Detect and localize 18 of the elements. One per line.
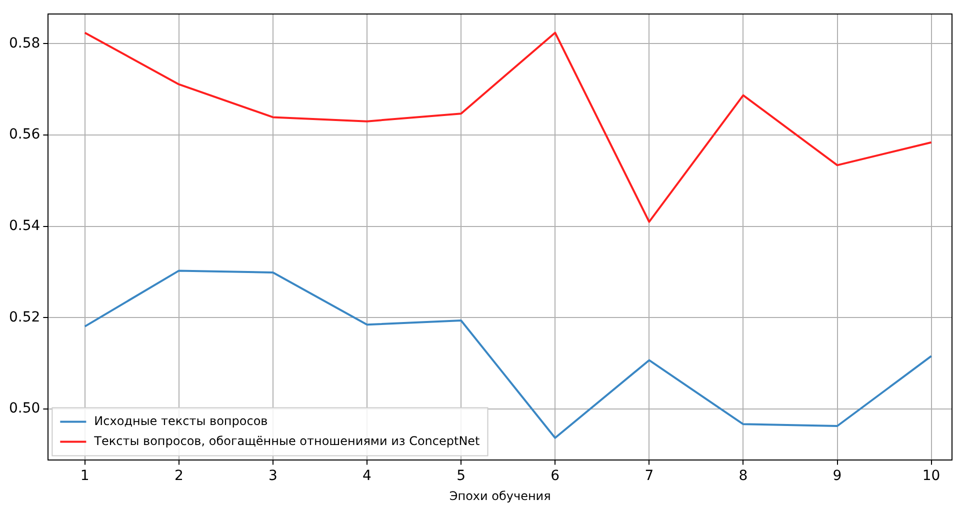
y-tick-label: 0.54 bbox=[9, 218, 40, 234]
y-tick-label: 0.50 bbox=[9, 400, 40, 417]
x-tick-label: 7 bbox=[644, 468, 654, 484]
x-tick-label: 9 bbox=[832, 468, 842, 484]
legend-label: Тексты вопросов, обогащённые отношениями из ConceptNet bbox=[93, 434, 480, 448]
x-tick-label: 10 bbox=[922, 468, 940, 484]
x-axis-title: Эпохи обучения bbox=[449, 488, 551, 503]
y-tick-label: 0.58 bbox=[9, 35, 40, 52]
x-tick-label: 3 bbox=[268, 468, 278, 484]
x-tick-label: 8 bbox=[738, 468, 748, 484]
x-tick-label: 4 bbox=[362, 468, 372, 484]
x-tick-label: 1 bbox=[80, 468, 90, 484]
legend-label: Исходные тексты вопросов bbox=[94, 414, 268, 428]
x-tick-label: 2 bbox=[174, 468, 184, 484]
x-tick-label: 5 bbox=[456, 468, 466, 484]
y-tick-label: 0.52 bbox=[9, 309, 40, 326]
y-tick-label: 0.56 bbox=[9, 126, 40, 143]
x-tick-label: 6 bbox=[550, 468, 560, 484]
